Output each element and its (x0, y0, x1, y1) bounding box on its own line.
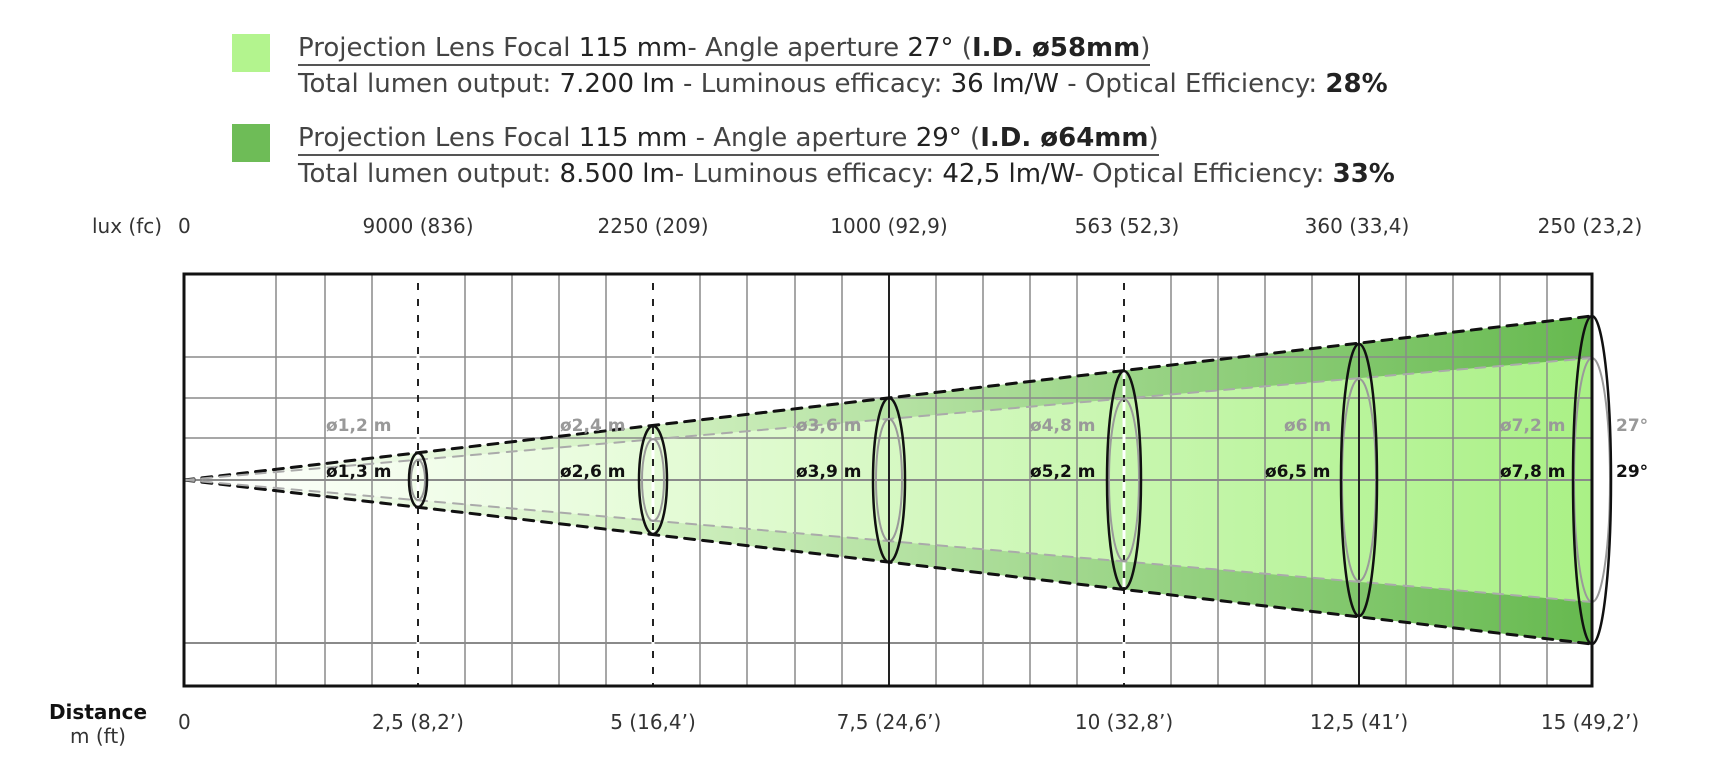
diameter-label-27: ø1,2 m (326, 416, 391, 436)
legend-text-27: Projection Lens Focal 115 mm- Angle aper… (298, 33, 1388, 99)
angle-label-27: 27° (1616, 416, 1648, 436)
distance-axis-label: Distance m (ft) (48, 700, 148, 748)
diameter-label-27: ø7,2 m (1500, 416, 1565, 436)
legend-item-27: Projection Lens Focal 115 mm- Angle aper… (232, 30, 1388, 102)
legend-swatch-27 (232, 34, 270, 72)
lux-tick: 9000 (836) (362, 214, 474, 238)
distance-tick: 5 (16,4’) (610, 710, 696, 734)
lux-tick: 1000 (92,9) (830, 214, 948, 238)
legend-text-29: Projection Lens Focal 115 mm - Angle ape… (298, 123, 1395, 189)
distance-tick: 0 (178, 710, 191, 734)
distance-tick: 15 (49,2’) (1540, 710, 1640, 734)
diameter-label-27: ø2,4 m (560, 416, 625, 436)
diameter-label-29: ø1,3 m (326, 462, 391, 482)
lux-tick: 250 (23,2) (1537, 214, 1643, 238)
diameter-label-29: ø6,5 m (1265, 462, 1330, 482)
diameter-label-29: ø3,9 m (796, 462, 861, 482)
measurement-dash-lines (416, 274, 1126, 686)
distance-tick: 2,5 (8,2’) (372, 710, 464, 734)
legend-item-29: Projection Lens Focal 115 mm - Angle ape… (232, 120, 1395, 192)
angle-label-29: 29° (1616, 462, 1648, 482)
diameter-label-29: ø5,2 m (1030, 462, 1095, 482)
lux-tick: 2250 (209) (597, 214, 709, 238)
diameter-label-29: ø7,8 m (1500, 462, 1565, 482)
lux-tick: 360 (33,4) (1304, 214, 1410, 238)
diameter-label-27: ø6 m (1284, 416, 1331, 436)
distance-tick: 7,5 (24,6’) (836, 710, 942, 734)
lux-tick: 563 (52,3) (1074, 214, 1180, 238)
diameter-label-29: ø2,6 m (560, 462, 625, 482)
distance-tick: 10 (32,8’) (1074, 710, 1174, 734)
diagram-frame (182, 272, 1594, 688)
lux-tick: 0 (178, 214, 191, 238)
legend-swatch-29 (232, 124, 270, 162)
distance-tick: 12,5 (41’) (1309, 710, 1409, 734)
diameter-label-27: ø4,8 m (1030, 416, 1095, 436)
diameter-label-27: ø3,6 m (796, 416, 861, 436)
lux-axis-label: lux (fc) (92, 214, 163, 238)
